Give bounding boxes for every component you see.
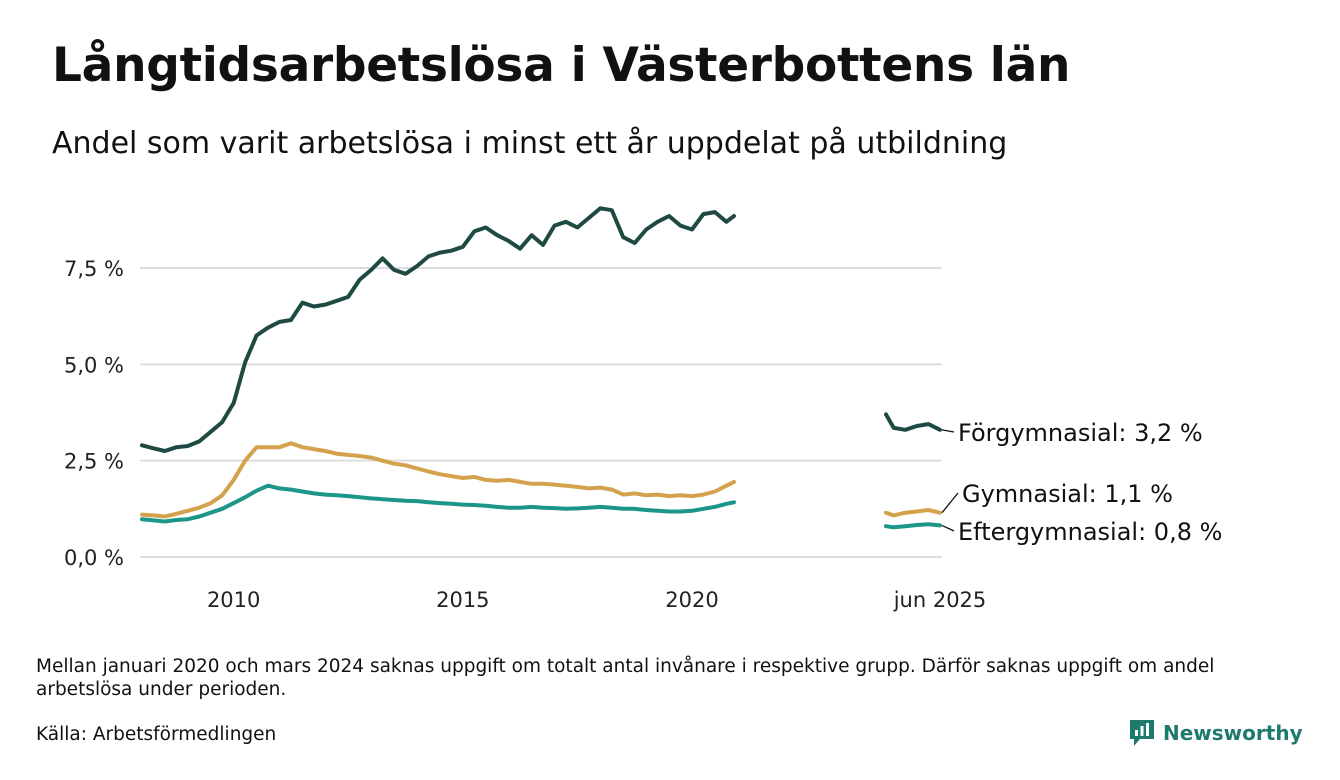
series-end-label: Gymnasial: 1,1 %: [962, 480, 1173, 508]
series-lines: [140, 206, 942, 530]
x-tick-label: 2010: [207, 588, 260, 612]
series-line-gymnasial: [140, 441, 942, 519]
series-line-förgymnasial: [140, 206, 942, 453]
y-tick-label: 7,5 %: [64, 257, 124, 281]
x-axis-ticks: 2010 2015 2020 jun 2025: [207, 588, 986, 612]
y-tick-label: 2,5 %: [64, 450, 124, 474]
series-line-eftergymnasial: [140, 483, 942, 530]
newsworthy-logo-text: Newsworthy: [1163, 721, 1303, 745]
x-tick-label: 2020: [665, 588, 718, 612]
x-tick-label: 2015: [436, 588, 489, 612]
y-tick-label: 5,0 %: [64, 353, 124, 377]
chart-title: Långtidsarbetslösa i Västerbottens län: [52, 38, 1071, 93]
grid-lines: [140, 267, 942, 558]
label-leader-line: [941, 429, 955, 433]
y-tick-label: 0,0 %: [64, 546, 124, 570]
label-leader-line: [941, 524, 955, 532]
line-chart: 0,0 % 2,5 % 5,0 % 7,5 % 2010 2015 2020 jun 202…: [64, 206, 1222, 612]
series-end-labels: Förgymnasial: 3,2 % Gymnasial: 1,1 % Efter…: [941, 419, 1222, 546]
x-tick-label: jun 2025: [893, 588, 987, 612]
newsworthy-logo[interactable]: Newsworthy: [1128, 718, 1303, 748]
y-axis-ticks: 0,0 % 2,5 % 5,0 % 7,5 %: [64, 257, 124, 570]
newsworthy-logo-icon: [1130, 720, 1154, 746]
series-end-label: Eftergymnasial: 0,8 %: [958, 518, 1222, 546]
footnote: Mellan januari 2020 och mars 2024 saknas…: [36, 656, 1215, 700]
label-leader-line: [941, 492, 959, 514]
series-end-label: Förgymnasial: 3,2 %: [958, 419, 1203, 447]
source-note: Källa: Arbetsförmedlingen: [36, 724, 277, 745]
chart-subtitle: Andel som varit arbetslösa i minst ett å…: [52, 126, 1008, 161]
